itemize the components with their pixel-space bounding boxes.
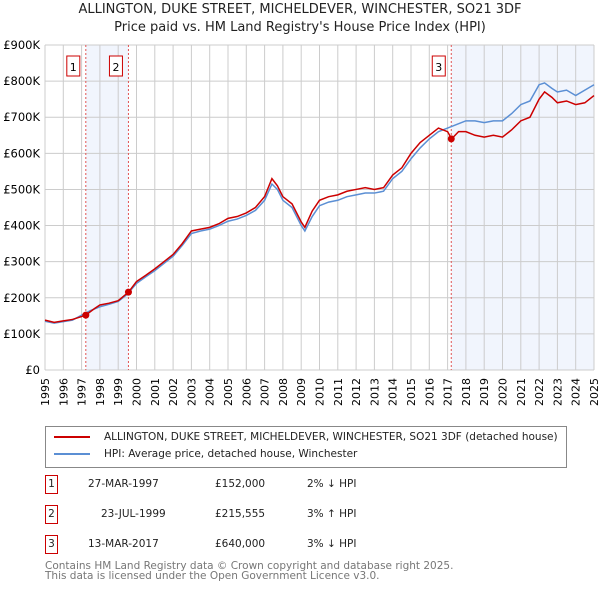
x-tick-label: 2013 xyxy=(368,378,381,406)
price-chart: 1995 1996 1997 1998 1999 2000 2001 2002 2003 2004… xyxy=(3,38,600,406)
x-tick-label: 2003 xyxy=(185,378,198,406)
legend-item-property: ALLINGTON, DUKE STREET, MICHELDEVER, WIN… xyxy=(54,431,558,443)
legend-label: ALLINGTON, DUKE STREET, MICHELDEVER, WIN… xyxy=(104,431,558,443)
sale-date: 23-JUL-1999 xyxy=(101,508,166,520)
footer: Contains HM Land Registry data © Crown c… xyxy=(45,560,454,582)
x-tick-label: 2009 xyxy=(295,378,308,406)
sale-marker-badge: 3 xyxy=(45,535,58,554)
x-tick-label: 1998 xyxy=(94,378,107,406)
x-tick-label: 2002 xyxy=(167,378,180,406)
x-tick-label: 2024 xyxy=(570,378,583,406)
x-tick-label: 1996 xyxy=(57,378,70,406)
x-tick-label: 2014 xyxy=(387,378,400,406)
x-tick-label: 2016 xyxy=(423,378,436,406)
x-tick-label: 2006 xyxy=(240,378,253,406)
legend-swatch-blue xyxy=(54,453,90,455)
x-tick-label: 1997 xyxy=(76,378,89,406)
y-tick-label: £600K xyxy=(3,146,40,160)
sale-marker-label: 1 xyxy=(70,61,77,74)
x-tick-label: 2000 xyxy=(131,378,144,406)
y-tick-label: £500K xyxy=(3,182,40,196)
sale-marker-label: 3 xyxy=(435,61,442,74)
y-tick-label: £400K xyxy=(3,219,40,233)
y-tick-label: £700K xyxy=(3,110,40,124)
x-tick-label: 2005 xyxy=(222,378,235,406)
y-tick-label: £0 xyxy=(25,363,40,377)
legend-swatch-red xyxy=(54,436,90,438)
sale-row: 1 27-MAR-1997 £152,000 2% ↓ HPI xyxy=(45,475,565,494)
x-tick-label: 2007 xyxy=(259,378,272,406)
x-tick-label: 2015 xyxy=(405,378,418,406)
y-tick-label: £900K xyxy=(3,38,40,52)
series-line-hpi xyxy=(44,82,595,324)
sale-date: 13-MAR-2017 xyxy=(88,538,159,550)
legend: ALLINGTON, DUKE STREET, MICHELDEVER, WIN… xyxy=(45,426,567,468)
x-tick-label: 2018 xyxy=(460,378,473,406)
x-tick-label: 2025 xyxy=(588,378,600,406)
sale-hpi-diff: 3% ↓ HPI xyxy=(307,538,357,550)
chart-subtitle: Price paid vs. HM Land Registry's House … xyxy=(114,20,486,35)
y-tick-label: £100K xyxy=(3,327,40,341)
x-tick-label: 2001 xyxy=(149,378,162,406)
legend-label: HPI: Average price, detached house, Winc… xyxy=(104,448,358,460)
x-tick-label: 2004 xyxy=(204,378,217,406)
sale-marker-label: 2 xyxy=(112,61,119,74)
sale-row: 2 23-JUL-1999 £215,555 3% ↑ HPI xyxy=(45,505,565,524)
y-tick-label: £300K xyxy=(3,255,40,269)
sale-point xyxy=(124,288,132,296)
x-tick-label: 2011 xyxy=(332,378,345,406)
x-tick-label: 2008 xyxy=(277,378,290,406)
x-tick-label: 2019 xyxy=(478,378,491,406)
sale-hpi-diff: 2% ↓ HPI xyxy=(307,478,357,490)
x-tick-label: 2010 xyxy=(314,378,327,406)
shaded-range xyxy=(451,45,594,370)
series-line-property xyxy=(44,90,595,324)
x-tick-label: 2020 xyxy=(497,378,510,406)
x-tick-label: 2012 xyxy=(350,378,363,406)
sale-point xyxy=(447,135,455,143)
x-tick-label: 1995 xyxy=(39,378,52,406)
sale-hpi-diff: 3% ↑ HPI xyxy=(307,508,357,520)
y-tick-label: £200K xyxy=(3,291,40,305)
x-tick-label: 2021 xyxy=(515,378,528,406)
sale-marker-box xyxy=(66,55,81,77)
sale-point xyxy=(82,311,90,319)
sale-row: 3 13-MAR-2017 £640,000 3% ↓ HPI xyxy=(45,535,565,554)
sale-marker-box xyxy=(431,55,446,77)
footer-line: Contains HM Land Registry data © Crown c… xyxy=(45,560,454,572)
chart-title: ALLINGTON, DUKE STREET, MICHELDEVER, WIN… xyxy=(78,2,522,17)
sale-marker-badge: 2 xyxy=(45,505,58,524)
sale-date: 27-MAR-1997 xyxy=(88,478,159,490)
sale-price: £152,000 xyxy=(215,478,266,490)
sale-marker-box xyxy=(108,55,123,77)
x-tick-label: 2022 xyxy=(533,378,546,406)
sale-price: £640,000 xyxy=(215,538,266,550)
x-tick-label: 2017 xyxy=(442,378,455,406)
sale-marker-badge: 1 xyxy=(45,475,58,494)
shaded-range xyxy=(85,45,129,370)
x-tick-label: 2023 xyxy=(551,378,564,406)
x-tick-label: 1999 xyxy=(112,378,125,406)
footer-line: This data is licensed under the Open Gov… xyxy=(45,570,380,582)
y-tick-label: £800K xyxy=(3,74,40,88)
sale-price: £215,555 xyxy=(215,508,266,520)
legend-item-hpi: HPI: Average price, detached house, Winc… xyxy=(54,448,357,460)
